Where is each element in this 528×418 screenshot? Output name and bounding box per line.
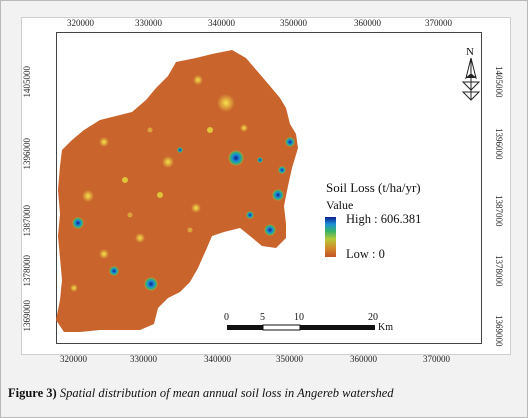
x-tick-top: 340000: [208, 18, 235, 28]
legend-color-ramp: [325, 217, 336, 257]
x-tick-bottom: 330000: [130, 354, 157, 364]
legend-subtitle: Value: [326, 198, 354, 212]
x-tick-bottom: 360000: [350, 354, 377, 364]
watershed-region: [56, 50, 298, 332]
x-tick-bottom: 340000: [204, 354, 231, 364]
x-tick-bottom: 370000: [423, 354, 450, 364]
soil-loss-hotspots: [70, 75, 295, 292]
scale-label: 0: [224, 312, 229, 323]
x-tick-top: 360000: [354, 18, 381, 28]
y-tick-right: 1396000: [494, 128, 504, 160]
scale-label: 10: [294, 312, 304, 323]
x-tick-top: 370000: [425, 18, 452, 28]
x-tick-bottom: 320000: [60, 354, 87, 364]
x-tick-top: 350000: [280, 18, 307, 28]
y-tick-right: 1378000: [494, 255, 504, 287]
scale-label: 20: [368, 312, 378, 323]
north-arrow-label: N: [466, 46, 474, 58]
north-arrow: [461, 57, 481, 101]
legend-low-label: Low : 0: [346, 247, 385, 261]
y-tick-right: 1369000: [494, 315, 504, 347]
x-tick-top: 330000: [135, 18, 162, 28]
figure-number: Figure 3): [8, 386, 57, 400]
legend-high-label: High : 606.381: [346, 212, 422, 226]
legend-title: Soil Loss (t/ha/yr): [326, 180, 421, 195]
y-tick-right: 1405000: [494, 66, 504, 98]
scale-unit: Km: [378, 322, 393, 333]
x-tick-bottom: 350000: [276, 354, 303, 364]
scale-bar: [227, 324, 375, 331]
scale-label: 5: [260, 312, 265, 323]
caption-text: Spatial distribution of mean annual soil…: [59, 386, 394, 400]
y-tick-right: 1387000: [494, 195, 504, 227]
figure-caption: Figure 3) Spatial distribution of mean a…: [8, 386, 394, 401]
x-tick-top: 320000: [67, 18, 94, 28]
